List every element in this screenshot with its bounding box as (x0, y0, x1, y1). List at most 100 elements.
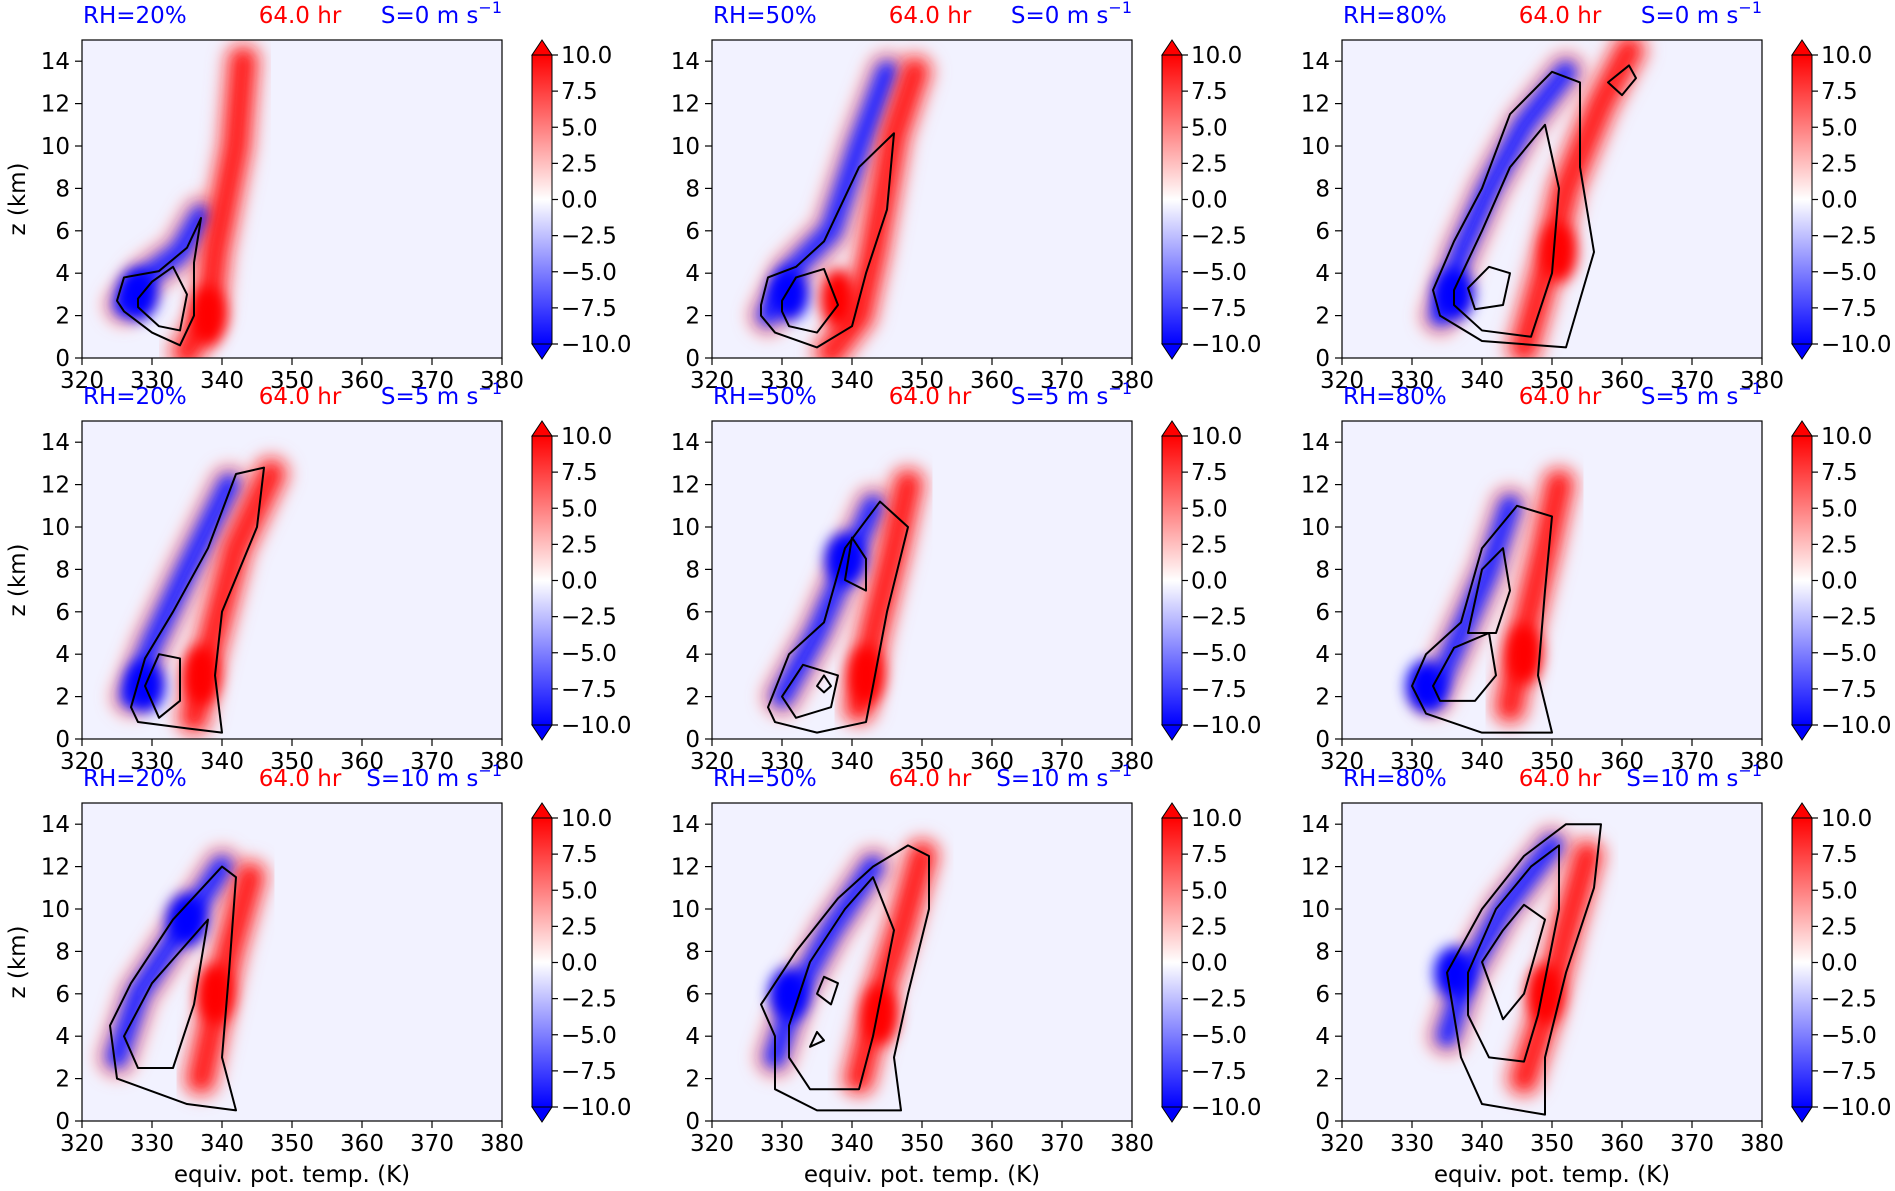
positive-core (1506, 624, 1542, 685)
x-tick-label: 320 (1320, 1131, 1364, 1157)
colorbar-tick-label: 7.5 (1821, 460, 1858, 486)
colorbar-tick-label: 5.0 (1191, 878, 1228, 904)
shear-label: S=10 m s−1 (1626, 761, 1762, 792)
y-tick-label: 12 (1301, 473, 1330, 499)
colorbar-tick-label: −2.5 (1191, 605, 1247, 631)
colorbar-tick-label: −7.5 (1191, 677, 1247, 703)
shear-label: S=5 m s−1 (1641, 379, 1762, 410)
colorbar-extend-max (531, 39, 553, 56)
colorbar-extend-max (1791, 39, 1813, 56)
color-field (745, 48, 938, 358)
y-tick-label: 4 (1315, 642, 1330, 668)
y-axis-label: z (km) (5, 925, 31, 998)
y-tick-label: 10 (1301, 134, 1330, 160)
y-tick-label: 4 (55, 642, 70, 668)
colorbar-body (531, 817, 553, 1108)
shear-label: S=5 m s−1 (381, 379, 502, 410)
colorbar-extend-min (1791, 1106, 1813, 1123)
x-tick-label: 370 (1670, 1131, 1714, 1157)
y-tick-label: 6 (685, 982, 700, 1008)
y-tick-label: 14 (671, 49, 700, 75)
shear-value: S=0 m s (1641, 3, 1739, 29)
colorbar: 10.0 7.5 5.0 2.5 0.0 −2.5 −5.0 −7.5 −10.0 (1161, 802, 1261, 1123)
colorbar-tick-label: 2.5 (561, 914, 598, 940)
color-field (752, 833, 945, 1112)
y-tick-label: 14 (1301, 430, 1330, 456)
y-tick-label: 4 (685, 1024, 700, 1050)
y-tick-label: 12 (41, 473, 70, 499)
x-tick-label: 370 (1040, 368, 1084, 394)
colorbar-body (1791, 435, 1813, 726)
y-tick-label: 2 (1315, 304, 1330, 330)
contour-line (1481, 903, 1546, 1021)
y-tick-label: 10 (671, 897, 700, 923)
x-tick-label: 330 (760, 368, 804, 394)
contour-line (116, 217, 202, 347)
shear-value: S=0 m s (1011, 3, 1109, 29)
colorbar-tick-label: −2.5 (1821, 605, 1877, 631)
y-tick-label: 12 (1301, 92, 1330, 118)
colorbar-tick-label: 0.0 (561, 569, 598, 595)
y-tick-label: 14 (41, 812, 70, 838)
colorbar-tick-label: −5.0 (561, 641, 617, 667)
colorbar-tick-label: 0.0 (1191, 951, 1228, 977)
y-tick-label: 8 (1315, 176, 1330, 202)
y-tick-label: 12 (671, 92, 700, 118)
y-tick-label: 10 (41, 134, 70, 160)
chart-panel: 320 330 340 350 360 370 380 0 2 4 6 8 10 12 14 z (km) RH… (5, 379, 631, 775)
colorbar-tick-label: −2.5 (1191, 987, 1247, 1013)
y-tick-label: 4 (685, 642, 700, 668)
colorbar-tick-label: −7.5 (1191, 1059, 1247, 1085)
x-tick-label: 370 (1670, 749, 1714, 775)
colorbar-extend-min (531, 1106, 553, 1123)
colorbar-tick-label: −10.0 (1191, 332, 1261, 358)
shear-value: S=5 m s (381, 384, 479, 410)
x-tick-label: 380 (480, 1131, 524, 1157)
x-tick-label: 380 (1740, 1131, 1784, 1157)
x-tick-label: 380 (1110, 1131, 1154, 1157)
contour-line (1607, 64, 1637, 97)
colorbar: 10.0 7.5 5.0 2.5 0.0 −2.5 −5.0 −7.5 −10.0 (1791, 420, 1891, 741)
y-tick-label: 14 (1301, 812, 1330, 838)
x-tick-label: 380 (1110, 368, 1154, 394)
negative-band (1436, 834, 1563, 1048)
chart-panel: 320 330 340 350 360 370 380 0 2 4 6 8 10 12 14 RH=80% 64… (1301, 0, 1892, 394)
positive-core (190, 285, 226, 346)
rh-label: RH=20% (83, 3, 187, 29)
chart-panel: 320 330 340 350 360 370 380 0 2 4 6 8 10 12 14 RH=80% 64… (1301, 379, 1892, 775)
negative-band (764, 855, 884, 1069)
positive-core (848, 645, 884, 706)
colorbar-tick-label: 2.5 (1821, 532, 1858, 558)
colorbar-tick-label: 0.0 (1191, 188, 1228, 214)
contour-line (144, 653, 181, 719)
colorbar-tick-label: 2.5 (1191, 151, 1228, 177)
x-tick-label: 380 (480, 368, 524, 394)
colorbar-tick-label: 0.0 (561, 188, 598, 214)
colorbar: 10.0 7.5 5.0 2.5 0.0 −2.5 −5.0 −7.5 −10.0 (531, 39, 631, 360)
y-tick-label: 8 (55, 939, 70, 965)
y-tick-label: 12 (1301, 855, 1330, 881)
colorbar-tick-label: 0.0 (1821, 188, 1858, 214)
colorbar-tick-label: −2.5 (1191, 224, 1247, 250)
x-tick-label: 350 (1530, 749, 1574, 775)
time-label: 64.0 hr (1519, 766, 1602, 792)
negative-band (106, 855, 233, 1069)
positive-core (183, 645, 219, 706)
time-label: 64.0 hr (1519, 3, 1602, 29)
colorbar-tick-label: −5.0 (1821, 641, 1877, 667)
y-tick-label: 6 (55, 600, 70, 626)
x-tick-label: 380 (1740, 368, 1784, 394)
colorbar-tick-label: −10.0 (1191, 713, 1261, 739)
y-tick-label: 8 (55, 176, 70, 202)
y-tick-label: 10 (41, 515, 70, 541)
positive-core (197, 963, 233, 1024)
x-tick-label: 370 (410, 368, 454, 394)
x-tick-label: 330 (760, 749, 804, 775)
color-field (1424, 822, 1610, 1116)
x-tick-label: 350 (1530, 1131, 1574, 1157)
colorbar-tick-label: −10.0 (561, 1095, 631, 1121)
contour-line (788, 876, 895, 1091)
shear-value: S=0 m s (381, 3, 479, 29)
colorbar-tick-label: −2.5 (561, 987, 617, 1013)
colorbar-tick-label: 7.5 (1821, 842, 1858, 868)
